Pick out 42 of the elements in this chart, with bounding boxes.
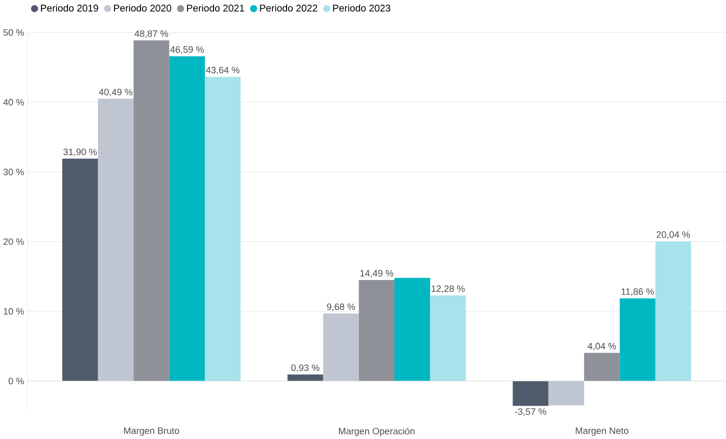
data-label: 12,28 % <box>432 285 465 293</box>
y-tick-label: 50 % <box>3 29 24 36</box>
bar <box>62 158 98 381</box>
data-label: 4,04 % <box>588 342 616 350</box>
data-label: 0,93 % <box>291 364 320 372</box>
y-tick-label: 20 % <box>4 238 24 245</box>
x-tick-label: Margen Neto <box>576 427 628 436</box>
legend-label: Periodo 2021 <box>187 4 244 12</box>
data-label: 31,90 % <box>63 148 97 156</box>
data-label: 46,59 % <box>170 46 204 54</box>
bar <box>288 374 324 381</box>
x-tick-label: Margen Operación <box>339 427 414 436</box>
y-tick-label: 40 % <box>3 98 24 106</box>
bar <box>134 40 170 381</box>
y-tick-label: 10 % <box>4 308 24 314</box>
data-label: 11,86 % <box>622 288 654 296</box>
legend-label: Periodo 2019 <box>41 4 98 12</box>
bar <box>548 380 584 406</box>
data-label: 40,49 % <box>98 88 132 96</box>
bar <box>98 98 134 381</box>
legend-label: Periodo 2022 <box>260 4 318 12</box>
bar <box>358 280 394 381</box>
x-tick-label: Margen Bruto <box>124 427 180 436</box>
data-label: 48,87 % <box>134 30 168 38</box>
y-tick-label: 0 % <box>8 378 24 384</box>
bar <box>512 380 548 406</box>
bar <box>430 295 466 381</box>
bar <box>620 298 656 381</box>
bar <box>584 352 620 381</box>
data-label: 20,04 % <box>656 231 690 239</box>
bar <box>323 313 359 381</box>
data-label: 14,49 % <box>360 270 394 278</box>
bar <box>655 241 692 381</box>
bar <box>169 56 205 381</box>
legend-label: Periodo 2023 <box>333 4 390 12</box>
data-label: 43,64 % <box>206 66 240 74</box>
data-label: 9,68 % <box>326 303 356 311</box>
bar <box>204 76 241 381</box>
bar <box>394 278 430 381</box>
legend-label: Periodo 2020 <box>114 4 172 12</box>
y-tick-label: 30 % <box>3 168 24 176</box>
data-label: -3,57 % <box>515 408 546 416</box>
